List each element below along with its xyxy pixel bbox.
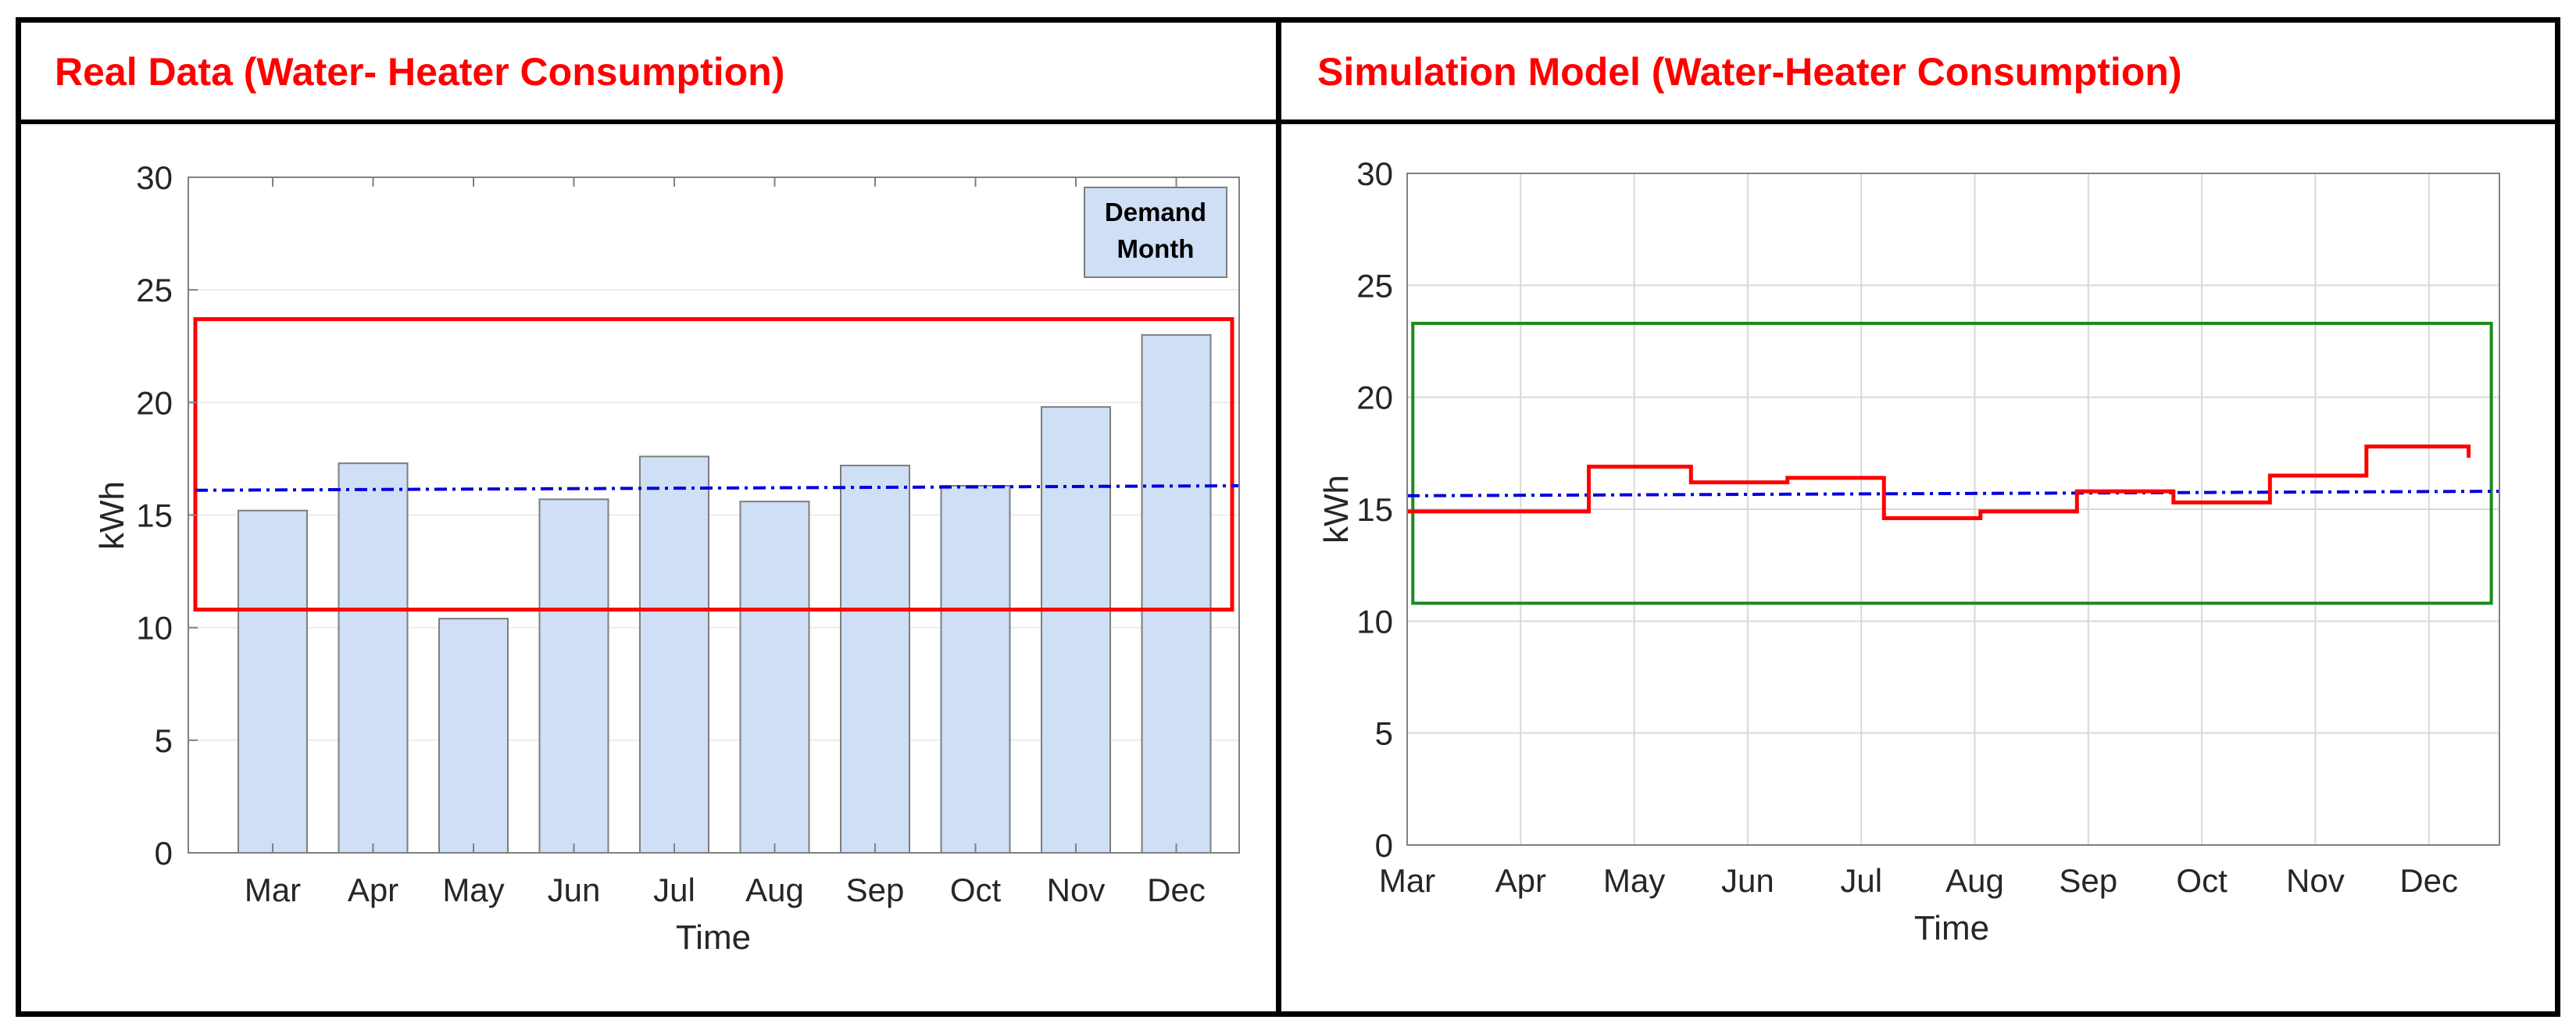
left-x-tick-label: Sep: [846, 872, 905, 908]
left-demand-band-box: [193, 317, 1234, 612]
left-y-tick-label: 0: [155, 835, 173, 872]
left-y-axis-label: kWh: [93, 481, 131, 550]
left-y-tick-label: 20: [136, 384, 173, 421]
bar-sep: [840, 465, 910, 854]
left-y-tick-label: 5: [155, 722, 173, 759]
left-x-tick-label: Dec: [1147, 872, 1206, 908]
legend-label-line1: Demand: [1105, 198, 1206, 226]
header-divider: [16, 119, 2560, 124]
bar-dec: [1141, 333, 1212, 854]
bar-may: [438, 618, 509, 854]
figure-frame: [16, 17, 2560, 1017]
left-x-tick-label: Jul: [653, 872, 695, 908]
bar-nov: [1041, 406, 1111, 854]
panel-divider: [1276, 17, 1281, 1017]
left-y-axis-ticks: 0 5 10 15 20 25 30: [136, 159, 198, 872]
right-panel-title: Simulation Model (Water-Heater Consumpti…: [1317, 49, 2182, 94]
bar-oct: [940, 485, 1011, 854]
left-y-tick-label: 15: [136, 497, 173, 534]
left-y-tick-label: 25: [136, 272, 173, 308]
legend-label-line2: Month: [1117, 234, 1195, 263]
left-x-tick-label: Mar: [245, 872, 301, 908]
left-x-tick-label: Oct: [950, 872, 1002, 908]
left-x-tick-label: Jun: [548, 872, 601, 908]
bar-mar: [238, 509, 308, 854]
legend-swatch-box: [1084, 187, 1227, 278]
left-y-tick-label: 10: [136, 610, 173, 647]
left-x-tick-label: May: [442, 872, 504, 908]
bar-apr: [338, 462, 409, 854]
bar-jul: [639, 455, 709, 854]
left-legend: Demand Month: [1084, 187, 1227, 278]
left-bars: [238, 333, 1212, 854]
left-overlays: [193, 317, 1240, 612]
left-x-tick-label: Aug: [745, 872, 804, 908]
left-x-tick-label: Nov: [1047, 872, 1106, 908]
left-y-tick-label: 30: [136, 159, 173, 196]
left-x-axis-ticks: Mar Apr May Jun Jul Aug Sep Oct Nov Dec: [245, 177, 1206, 908]
bar-aug: [739, 501, 810, 854]
left-x-tick-label: Apr: [348, 872, 398, 908]
bar-jun: [538, 498, 609, 854]
left-average-line: [195, 484, 1240, 492]
left-panel-title: Real Data (Water- Heater Consumption): [55, 49, 785, 94]
left-x-axis-label: Time: [676, 918, 751, 957]
